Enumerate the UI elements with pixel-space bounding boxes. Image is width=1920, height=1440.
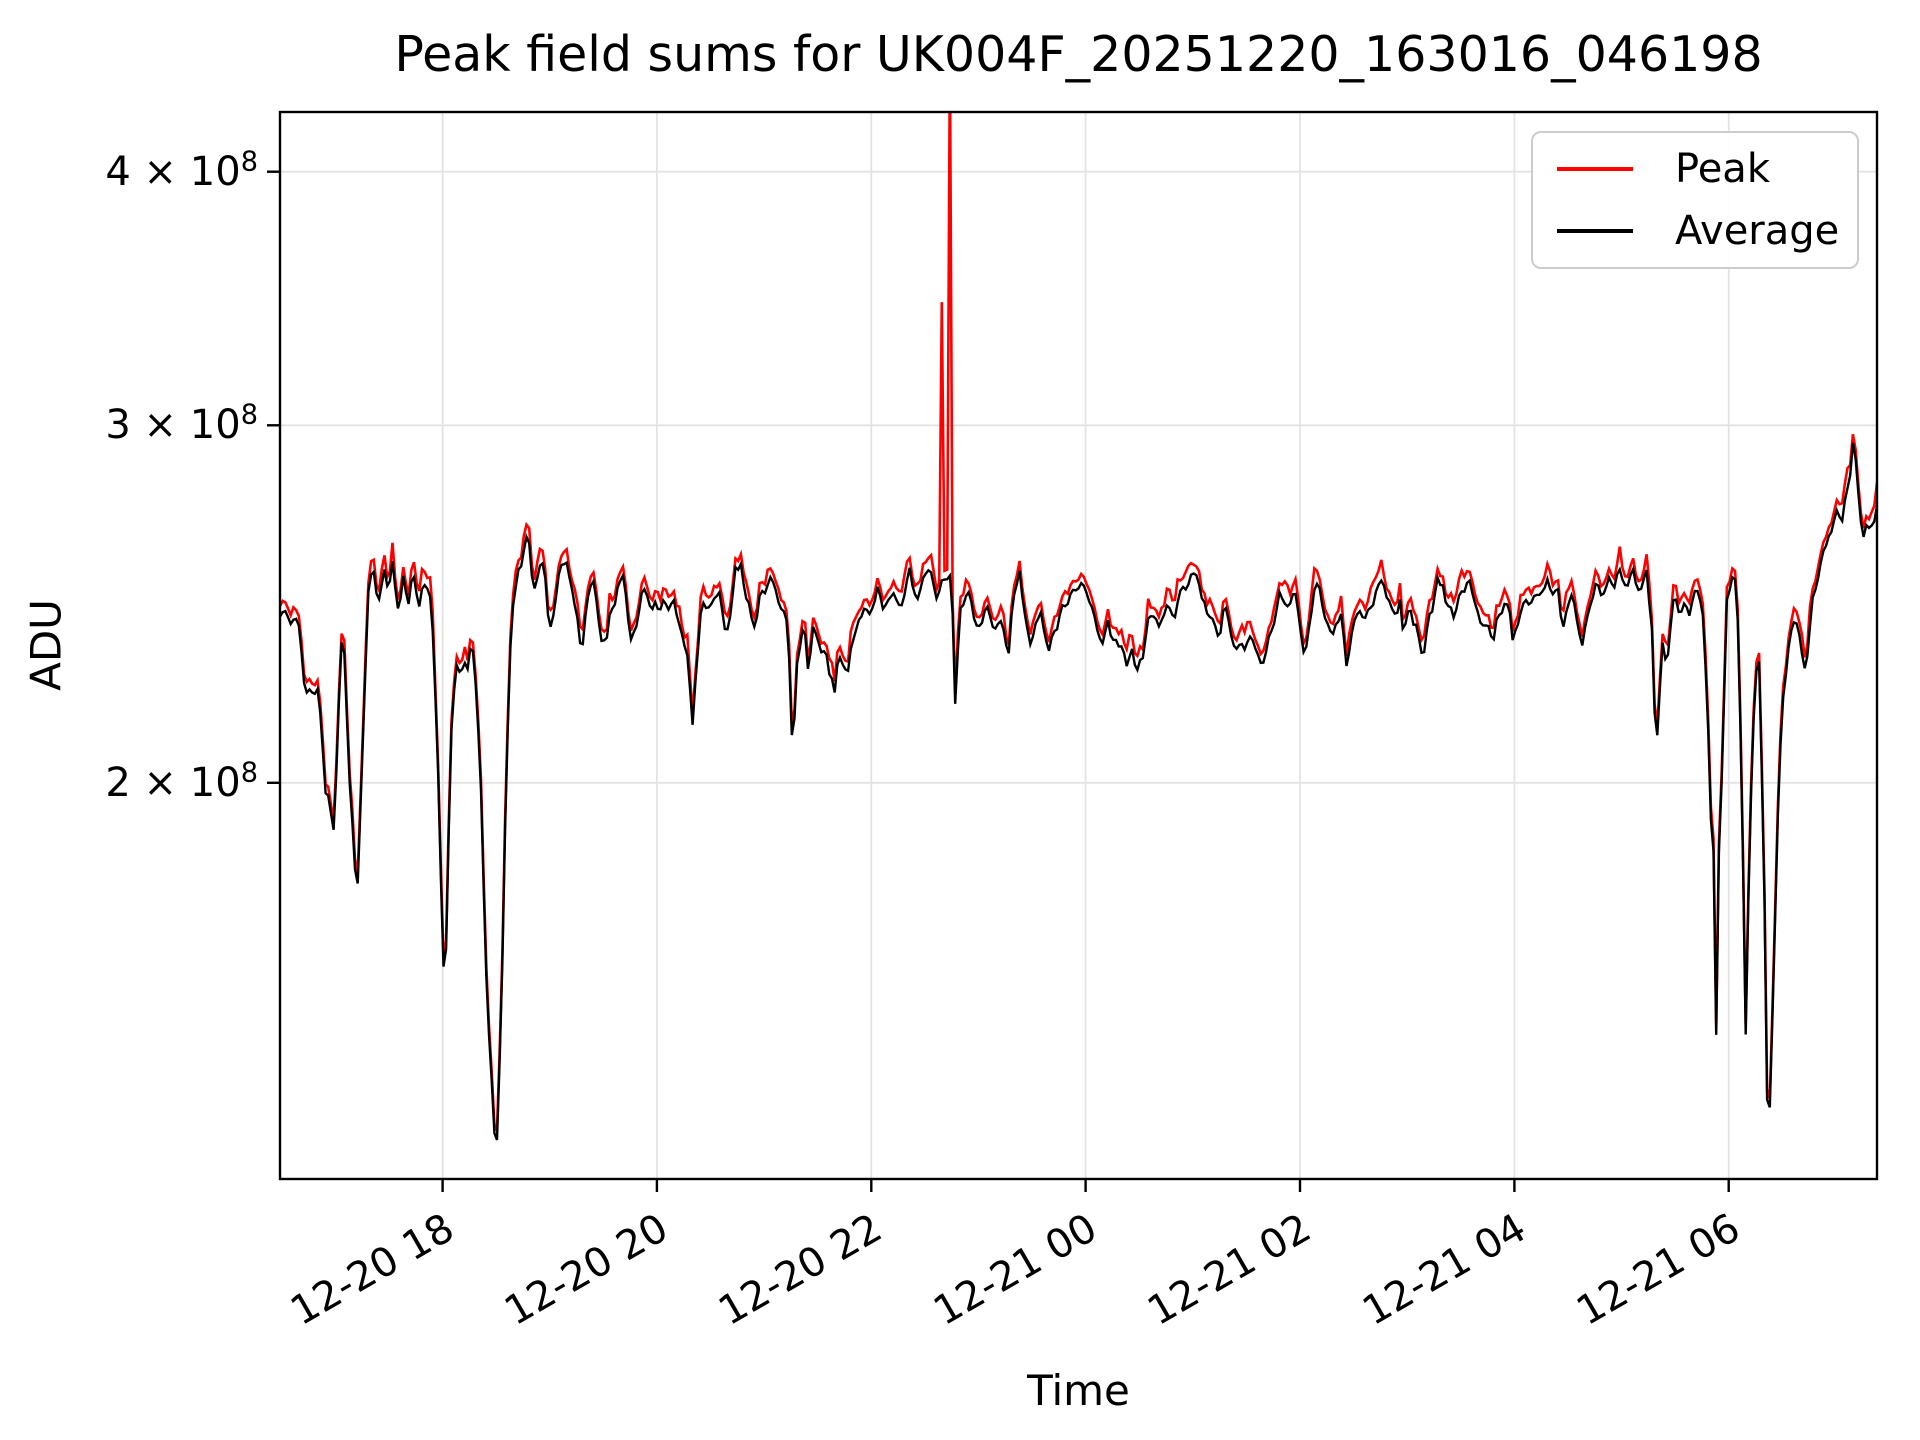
y-tick-label: 3 × 108: [105, 399, 258, 449]
legend-item-peak: Peak: [1533, 145, 1857, 193]
y-axis-label: ADU: [21, 599, 71, 691]
legend: Peak Average: [1531, 131, 1859, 269]
y-tick-label: 2 × 108: [105, 757, 258, 806]
legend-item-average: Average: [1533, 207, 1857, 255]
chart-title: Peak field sums for UK004F_20251220_1630…: [394, 26, 1763, 83]
y-tick-label: 4 × 108: [105, 146, 258, 195]
x-axis-label: Time: [1027, 1366, 1130, 1415]
legend-label: Peak: [1675, 146, 1770, 192]
legend-label: Average: [1675, 208, 1840, 254]
peak-line-swatch: [1557, 167, 1633, 171]
axes-spines: [278, 110, 1879, 1181]
average-line-swatch: [1557, 229, 1633, 233]
average-series-line: [281, 442, 1876, 1141]
